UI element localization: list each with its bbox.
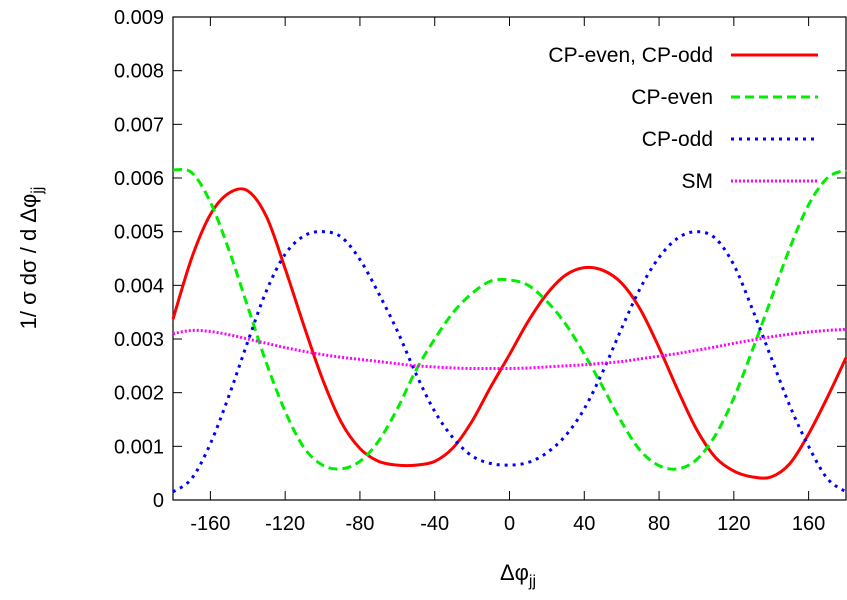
x-tick-label: -160 — [190, 513, 230, 535]
legend-label: CP-even, CP-odd — [548, 44, 713, 67]
series-line-0 — [171, 187, 847, 480]
series-group — [171, 167, 847, 494]
x-tick-label: -120 — [265, 513, 305, 535]
x-tick-label: 120 — [717, 513, 750, 535]
legend-label: CP-even — [631, 86, 713, 109]
x-tick-label: -40 — [420, 513, 449, 535]
y-tick-label: 0 — [153, 490, 164, 512]
plot-frame — [172, 16, 847, 501]
y-axis-label: 1/ σ dσ / d Δφjj — [16, 187, 46, 330]
y-tick-label: 0.003 — [114, 329, 164, 351]
series-line-1 — [172, 167, 847, 471]
series-line-2 — [172, 230, 847, 494]
legend-label: CP-odd — [642, 128, 713, 151]
x-axis: -160 -120 -80 -40 0 40 80 120 160 — [190, 17, 825, 535]
y-tick-label: 0.004 — [114, 275, 164, 297]
x-axis-label: Δφjj — [500, 560, 536, 590]
y-tick-label: 0.005 — [114, 222, 164, 244]
y-tick-label: 0.009 — [114, 7, 164, 29]
legend-label: SM — [682, 170, 714, 193]
x-tick-label: 80 — [648, 513, 670, 535]
x-tick-label: 40 — [573, 513, 595, 535]
y-tick-label: 0.002 — [114, 383, 164, 405]
series-line-3 — [172, 327, 847, 371]
y-axis: 0 0.001 0.002 0.003 0.004 0.005 0.006 0.007 0.00… — [114, 7, 846, 512]
y-tick-label: 0.007 — [114, 114, 164, 136]
x-tick-label: 160 — [792, 513, 825, 535]
y-tick-label: 0.001 — [114, 436, 164, 458]
x-tick-label: 0 — [504, 513, 515, 535]
y-tick-label: 0.006 — [114, 168, 164, 190]
legend: CP-even, CP-odd CP-even CP-odd SM — [548, 44, 818, 193]
x-tick-label: -80 — [345, 513, 374, 535]
y-tick-label: 0.008 — [114, 61, 164, 83]
